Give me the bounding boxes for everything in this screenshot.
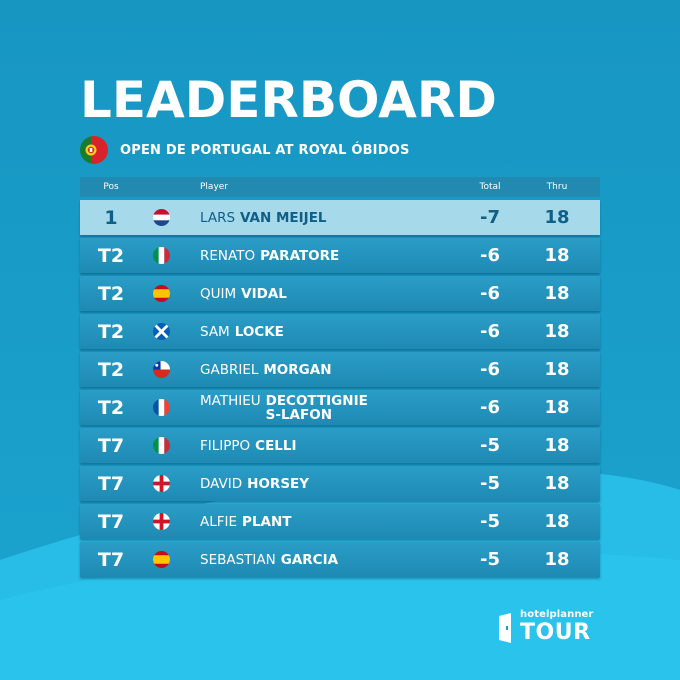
table-row: T7 SEBASTIAN GARCIA -5 18 <box>80 542 600 577</box>
last-name: MORGAN <box>263 361 332 378</box>
holes-thru: 18 <box>544 359 570 380</box>
italy-flag-icon <box>153 437 170 454</box>
france-flag-icon <box>153 399 170 416</box>
player-name: MATHIEU DECOTTIGNIES-LAFON <box>200 390 430 425</box>
table-row: T2 GABRIEL MORGAN -6 18 <box>80 352 600 387</box>
holes-thru: 18 <box>544 283 570 304</box>
total-score: -6 <box>480 283 500 304</box>
total-score: -6 <box>480 245 500 266</box>
page-title: LEADERBOARD <box>80 71 497 129</box>
player-name: GABRIEL MORGAN <box>200 352 430 387</box>
event-name: OPEN DE PORTUGAL AT ROYAL ÓBIDOS <box>120 142 410 158</box>
logo-text-big: TOUR <box>520 620 591 645</box>
last-name: CELLI <box>255 437 297 454</box>
chile-flag-icon <box>153 361 170 378</box>
total-score: -5 <box>480 435 500 456</box>
position: T7 <box>97 472 125 495</box>
column-pos: Pos <box>103 182 119 192</box>
column-total: Total <box>479 182 501 192</box>
italy-flag-icon <box>153 247 170 264</box>
column-thru: Thru <box>546 182 568 192</box>
total-score: -6 <box>480 359 500 380</box>
first-name: SEBASTIAN <box>200 551 276 568</box>
position: T2 <box>97 320 125 343</box>
first-name: GABRIEL <box>200 361 259 378</box>
last-name: LOCKE <box>234 323 284 340</box>
event-header: OPEN DE PORTUGAL AT ROYAL ÓBIDOS <box>80 134 410 166</box>
last-name: HORSEY <box>247 475 310 492</box>
holes-thru: 18 <box>544 435 570 456</box>
holes-thru: 18 <box>544 207 570 228</box>
position: T7 <box>97 510 125 533</box>
first-name: RENATO <box>200 247 256 264</box>
holes-thru: 18 <box>544 397 570 418</box>
spain-flag-icon <box>153 285 170 302</box>
player-name: ALFIE PLANT <box>200 504 430 539</box>
holes-thru: 18 <box>544 321 570 342</box>
holes-thru: 18 <box>544 245 570 266</box>
last-name: VAN MEIJEL <box>240 209 327 226</box>
position: T2 <box>97 396 125 419</box>
leaderboard-table: Pos Player Total Thru 1 LARS VAN MEIJEL -… <box>80 177 600 577</box>
player-name: DAVID HORSEY <box>200 466 430 501</box>
position: T7 <box>97 434 125 457</box>
last-name: PARATORE <box>260 247 340 264</box>
england-flag-icon <box>153 513 170 530</box>
player-name: FILIPPO CELLI <box>200 428 430 463</box>
player-name: SAM LOCKE <box>200 314 430 349</box>
total-score: -5 <box>480 549 500 570</box>
first-name: SAM <box>200 323 230 340</box>
table-row: T7 FILIPPO CELLI -5 18 <box>80 428 600 463</box>
spain-flag-icon <box>153 551 170 568</box>
table-row: T2 RENATO PARATORE -6 18 <box>80 238 600 273</box>
last-name: VIDAL <box>241 285 287 302</box>
table-header: Pos Player Total Thru <box>80 177 600 197</box>
holes-thru: 18 <box>544 549 570 570</box>
logo-text-small: hotelplanner <box>520 609 594 620</box>
player-name: RENATO PARATORE <box>200 238 430 273</box>
first-name: MATHIEU <box>200 392 261 409</box>
england-flag-icon <box>153 475 170 492</box>
netherlands-flag-icon <box>153 209 170 226</box>
table-row: T2 QUIM VIDAL -6 18 <box>80 276 600 311</box>
total-score: -5 <box>480 511 500 532</box>
position: T7 <box>97 548 125 571</box>
table-row: T2 SAM LOCKE -6 18 <box>80 314 600 349</box>
column-player: Player <box>200 182 229 192</box>
first-name: ALFIE <box>200 513 238 530</box>
first-name: FILIPPO <box>200 437 251 454</box>
door-icon <box>499 613 511 643</box>
holes-thru: 18 <box>544 511 570 532</box>
player-name: SEBASTIAN GARCIA <box>200 542 430 577</box>
holes-thru: 18 <box>544 473 570 494</box>
total-score: -7 <box>480 207 500 228</box>
player-name: LARS VAN MEIJEL <box>200 200 430 235</box>
table-row: 1 LARS VAN MEIJEL -7 18 <box>80 200 600 235</box>
position: T2 <box>97 244 125 267</box>
position: 1 <box>104 206 118 229</box>
total-score: -6 <box>480 321 500 342</box>
position: T2 <box>97 358 125 381</box>
first-name: DAVID <box>200 475 243 492</box>
total-score: -5 <box>480 473 500 494</box>
table-row: T7 DAVID HORSEY -5 18 <box>80 466 600 501</box>
table-row: T2 MATHIEU DECOTTIGNIES-LAFON -6 18 <box>80 390 600 425</box>
last-name: DECOTTIGNIES-LAFON <box>265 392 368 423</box>
scotland-flag-icon <box>153 323 170 340</box>
hotelplanner-tour-logo: hotelplanner TOUR <box>497 607 607 649</box>
position: T2 <box>97 282 125 305</box>
last-name: GARCIA <box>280 551 339 568</box>
table-row: T7 ALFIE PLANT -5 18 <box>80 504 600 539</box>
total-score: -6 <box>480 397 500 418</box>
last-name: PLANT <box>242 513 292 530</box>
first-name: QUIM <box>200 285 237 302</box>
portugal-flag-icon <box>80 136 108 164</box>
first-name: LARS <box>200 209 236 226</box>
player-name: QUIM VIDAL <box>200 276 430 311</box>
